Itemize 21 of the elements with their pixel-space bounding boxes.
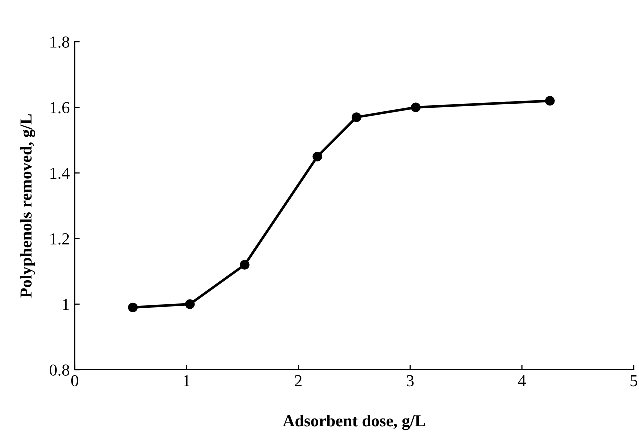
y-tick-label: 1.6 xyxy=(50,102,70,114)
x-tick-label: 2 xyxy=(295,375,302,386)
y-tick-label: 1.4 xyxy=(50,168,70,180)
x-tick-label: 1 xyxy=(184,375,190,386)
x-axis-title: Adsorbent dose, g/L xyxy=(283,414,426,430)
point xyxy=(128,302,138,313)
y-tick-label: 1.2 xyxy=(50,234,70,245)
x-tick-label: 3 xyxy=(407,375,414,387)
x-tick-label: 0 xyxy=(71,375,79,387)
y-tick-label: 1 xyxy=(63,299,70,310)
point xyxy=(545,96,556,106)
x-tick-label: 5 xyxy=(630,376,638,387)
point xyxy=(312,152,322,162)
point xyxy=(411,102,421,112)
y-tick-label: 1.8 xyxy=(50,36,70,48)
point xyxy=(185,300,196,310)
x-tick-label: 4 xyxy=(518,375,526,386)
y-axis-title: Polyphenols removed, g/L xyxy=(20,114,36,298)
point xyxy=(352,112,362,122)
y-tick-label: 0.8 xyxy=(50,364,70,376)
point xyxy=(240,260,250,270)
